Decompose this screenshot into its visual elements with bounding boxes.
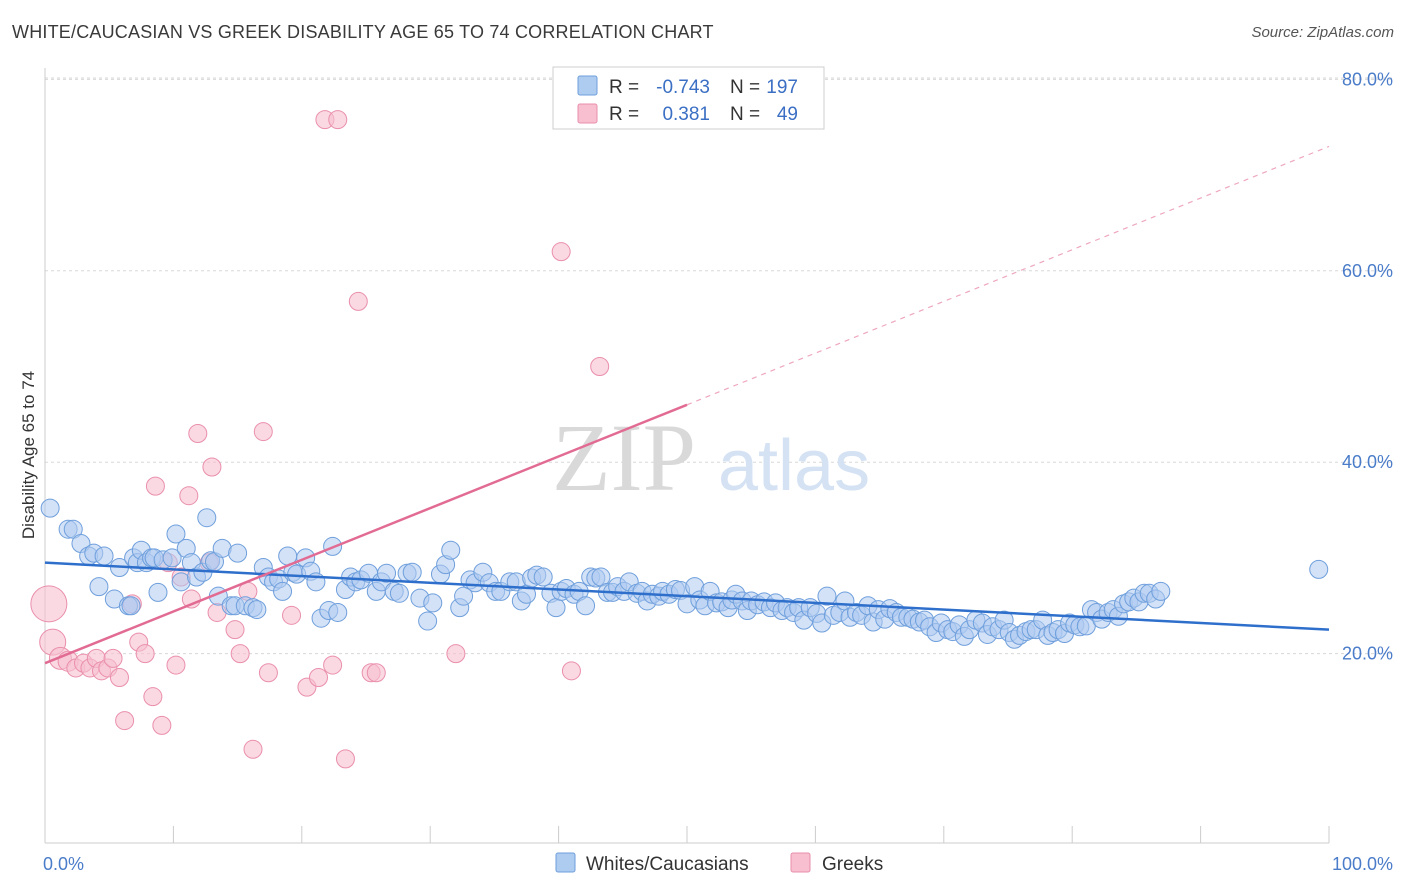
data-point-whites (148, 582, 168, 602)
data-point-greeks (145, 476, 165, 496)
data-point-whites (40, 498, 60, 518)
legend-swatch-whites (555, 852, 576, 873)
data-point-whites (441, 540, 461, 560)
data-point-greeks (258, 663, 278, 683)
y-tick-label: 40.0% (1342, 452, 1393, 472)
x-tick-labels: 0.0% 100.0% (43, 854, 1393, 874)
data-point-greeks (561, 661, 581, 681)
legend-r-label: R = (609, 77, 639, 98)
data-point-greeks (230, 644, 250, 664)
gridlines (45, 77, 1392, 655)
legend-swatch-whites (577, 75, 598, 96)
data-point-greeks (348, 291, 368, 311)
trendline-greeks-extension (686, 145, 1330, 406)
data-point-whites (817, 586, 837, 606)
data-point-whites (418, 611, 438, 631)
data-point-whites (377, 563, 397, 583)
data-point-whites (454, 586, 474, 606)
data-point-whites (273, 581, 293, 601)
data-point-greeks (109, 668, 129, 688)
legend-r-value-greeks: 0.381 (662, 104, 710, 125)
data-point-greeks (225, 620, 245, 640)
data-point-whites (389, 583, 409, 603)
y-tick-labels: 20.0% 40.0% 60.0% 80.0% (1342, 69, 1393, 663)
data-point-whites (228, 543, 248, 563)
data-point-greeks (188, 423, 208, 443)
data-point-whites (1151, 581, 1171, 601)
data-point-greeks (143, 687, 163, 707)
legend-r-value-whites: -0.743 (656, 77, 710, 98)
trendlines (44, 145, 1330, 665)
legend-label-greeks: Greeks (822, 854, 883, 875)
data-point-greeks (135, 644, 155, 664)
data-point-whites (328, 602, 348, 622)
data-point-greeks (103, 648, 123, 668)
data-point-greeks (282, 605, 302, 625)
data-point-whites (94, 546, 114, 566)
data-point-greeks (243, 739, 263, 759)
legend-n-label: N = (730, 77, 760, 98)
y-tick-label: 80.0% (1342, 69, 1393, 89)
data-point-whites (423, 593, 443, 613)
data-point-greeks (179, 486, 199, 506)
trendline-whites (44, 561, 1330, 631)
data-point-greeks (446, 644, 466, 664)
data-point-whites (197, 508, 217, 528)
data-point-greeks (115, 711, 135, 731)
data-point-greeks (202, 457, 222, 477)
data-point-greeks (366, 663, 386, 683)
series-legend: Whites/Caucasians Greeks (555, 852, 883, 875)
data-point-greeks (590, 357, 610, 376)
legend-swatch-greeks (790, 852, 811, 873)
data-point-whites (533, 567, 553, 587)
legend-label-whites: Whites/Caucasians (586, 854, 749, 875)
data-point-greeks (152, 715, 172, 735)
y-tick-label: 20.0% (1342, 644, 1393, 664)
data-point-whites (402, 562, 422, 582)
correlation-legend: R = -0.743 N = 197 R = 0.381 N = 49 (552, 66, 825, 130)
watermark-zip: ZIP (552, 404, 696, 511)
data-point-greeks (335, 749, 355, 769)
data-point-whites (89, 577, 109, 597)
watermark: ZIP atlas (552, 404, 870, 511)
legend-n-label: N = (730, 104, 760, 125)
series-whites (40, 498, 1329, 649)
data-point-greeks (328, 110, 348, 130)
axes (44, 68, 1330, 844)
legend-n-value-whites: 197 (766, 77, 798, 98)
data-point-greeks (323, 655, 343, 675)
data-point-greeks (308, 668, 328, 688)
data-point-whites (247, 600, 267, 620)
legend-n-value-greeks: 49 (777, 104, 798, 125)
watermark-atlas: atlas (718, 426, 870, 506)
data-point-whites (121, 596, 141, 616)
x-tick-label: 100.0% (1332, 854, 1393, 874)
chart-source: Source: ZipAtlas.com (1251, 24, 1394, 41)
data-point-whites (162, 548, 182, 568)
data-point-whites (576, 596, 596, 616)
series-greeks (30, 110, 610, 769)
y-tick-label: 60.0% (1342, 261, 1393, 281)
chart-title: WHITE/CAUCASIAN VS GREEK DISABILITY AGE … (12, 22, 714, 42)
data-point-greeks (30, 585, 68, 623)
legend-r-label: R = (609, 104, 639, 125)
legend-swatch-greeks (577, 103, 598, 124)
data-point-greeks (551, 242, 571, 262)
data-point-greeks (253, 422, 273, 442)
legend-frame (552, 66, 825, 130)
data-point-whites (546, 598, 566, 618)
trendline-greeks (44, 403, 688, 665)
data-point-whites (166, 524, 186, 544)
data-point-greeks (166, 655, 186, 675)
data-point-whites (1309, 559, 1329, 579)
y-axis-title: Disability Age 65 to 74 (19, 371, 38, 539)
x-tick-label: 0.0% (43, 854, 84, 874)
